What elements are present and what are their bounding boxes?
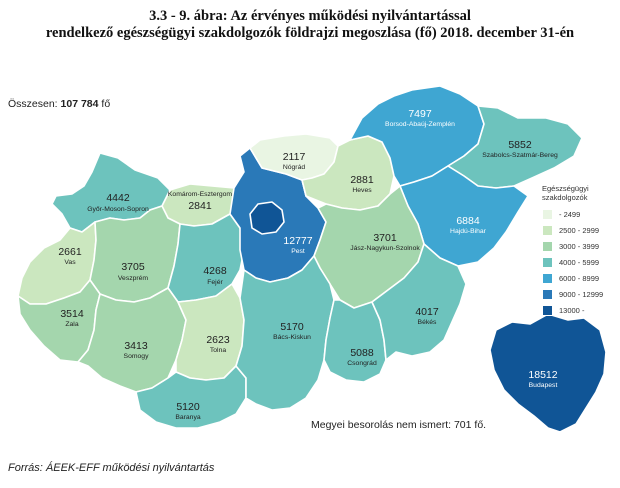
value-gyor-moson-sopron: 4442 xyxy=(106,192,130,204)
county-budapest-small[interactable] xyxy=(249,201,285,235)
value-budapest: 18512 xyxy=(528,369,557,381)
legend-item: - 2499 xyxy=(542,206,620,222)
name-baranya: Baranya xyxy=(175,414,201,421)
value-hajdu-bihar: 6884 xyxy=(456,215,480,227)
value-csongrad: 5088 xyxy=(350,347,374,359)
value-bekes: 4017 xyxy=(415,306,439,318)
value-borsod: 7497 xyxy=(408,108,432,120)
name-budapest: Budapest xyxy=(529,382,558,389)
value-baranya: 5120 xyxy=(176,401,200,413)
legend-label: 9000 - 12999 xyxy=(559,289,604,299)
legend: Egészségügyi szakdolgozók - 2499 2500 - 2… xyxy=(542,184,620,318)
name-szabolcs: Szabolcs-Szatmár-Bereg xyxy=(482,152,558,159)
value-zala: 3514 xyxy=(60,308,84,320)
name-hajdu-bihar: Hajdú-Bihar xyxy=(450,228,487,235)
name-nograd: Nógrád xyxy=(283,164,306,171)
value-heves: 2881 xyxy=(350,174,374,186)
legend-label: - 2499 xyxy=(559,209,581,219)
legend-item: 13000 - xyxy=(542,302,620,318)
value-vas: 2661 xyxy=(58,246,82,258)
name-bekes: Békés xyxy=(418,319,437,326)
value-fejer: 4268 xyxy=(203,265,227,277)
county-bekes[interactable] xyxy=(371,243,467,361)
unknown-county-note: Megyei besorolás nem ismert: 701 fő. xyxy=(311,419,487,431)
value-komarom-esztergom: 2841 xyxy=(188,200,212,212)
value-somogy: 3413 xyxy=(124,340,148,352)
legend-label: 6000 - 8999 xyxy=(559,273,600,283)
county-csongrad[interactable] xyxy=(323,299,387,383)
legend-swatch xyxy=(542,304,553,316)
name-tolna: Tolna xyxy=(210,347,226,354)
value-pest: 12777 xyxy=(283,235,312,247)
legend-label: 4000 - 5999 xyxy=(559,257,600,267)
name-komarom-esztergom: Komárom-Esztergom xyxy=(168,191,233,198)
total-summary: Összesen: 107 784 fő xyxy=(8,98,110,110)
legend-label: 13000 - xyxy=(559,305,585,315)
source-note: Forrás: ÁEEK-EFF működési nyilvántartás xyxy=(8,462,215,474)
legend-items: - 2499 2500 - 2999 3000 - 3999 4000 - 5999 6… xyxy=(542,206,620,318)
name-pest: Pest xyxy=(291,248,305,255)
total-label: Összesen: xyxy=(8,98,58,110)
name-veszprem: Veszprém xyxy=(118,275,149,282)
legend-swatch xyxy=(542,224,553,236)
county-szabolcs[interactable] xyxy=(447,105,583,189)
county-veszprem[interactable] xyxy=(89,205,181,303)
legend-item: 4000 - 5999 xyxy=(542,254,620,270)
value-veszprem: 3705 xyxy=(121,261,145,273)
name-fejer: Fejér xyxy=(207,279,223,286)
name-csongrad: Csongrád xyxy=(347,360,377,367)
county-bacs-kiskun[interactable] xyxy=(235,255,335,411)
legend-item: 9000 - 12999 xyxy=(542,286,620,302)
legend-item: 3000 - 3999 xyxy=(542,238,620,254)
title-line-2: rendelkező egészségügyi szakdolgozók föl… xyxy=(45,25,575,41)
legend-label: 2500 - 2999 xyxy=(559,225,600,235)
name-jasz: Jász-Nagykun-Szolnok xyxy=(350,245,420,252)
value-tolna: 2623 xyxy=(206,334,230,346)
value-szabolcs: 5852 xyxy=(508,139,532,151)
legend-item: 6000 - 8999 xyxy=(542,270,620,286)
name-bacs-kiskun: Bács-Kiskun xyxy=(273,334,311,341)
name-gyor-moson-sopron: Győr-Moson-Sopron xyxy=(87,206,149,213)
legend-item: 2500 - 2999 xyxy=(542,222,620,238)
name-borsod: Borsod-Abaúj-Zemplén xyxy=(385,121,455,128)
legend-title: Egészségügyi szakdolgozók xyxy=(542,184,589,202)
title-line-1: 3.3 - 9. ábra: Az érvényes működési nyil… xyxy=(149,8,471,24)
value-bacs-kiskun: 5170 xyxy=(280,321,304,333)
legend-swatch xyxy=(542,288,553,300)
legend-swatch xyxy=(542,256,553,268)
total-unit: fő xyxy=(101,98,111,110)
legend-label: 3000 - 3999 xyxy=(559,241,600,251)
legend-swatch xyxy=(542,208,553,220)
legend-swatch xyxy=(542,272,553,284)
name-heves: Heves xyxy=(352,187,372,194)
name-zala: Zala xyxy=(65,321,78,328)
legend-swatch xyxy=(542,240,553,252)
name-somogy: Somogy xyxy=(124,353,150,360)
value-nograd: 2117 xyxy=(283,151,306,163)
name-vas: Vas xyxy=(64,259,76,266)
value-jasz: 3701 xyxy=(373,232,397,244)
total-value: 107 784 xyxy=(60,98,99,110)
